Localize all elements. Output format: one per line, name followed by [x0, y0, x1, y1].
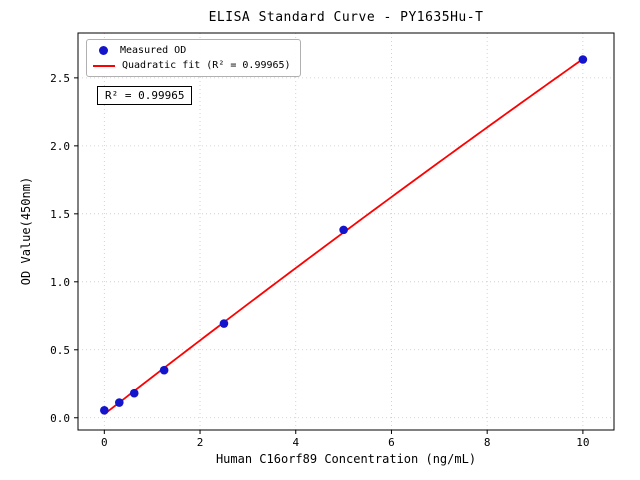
legend-label-quadratic-fit: Quadratic fit (R² = 0.99965): [122, 60, 291, 71]
r-squared-annotation: R² = 0.99965: [97, 86, 193, 105]
measured-od-marker-icon: [99, 46, 108, 55]
svg-text:0.0: 0.0: [50, 412, 70, 425]
legend-label-measured-od: Measured OD: [120, 45, 187, 56]
svg-text:8: 8: [484, 436, 491, 449]
chart-title: ELISA Standard Curve - PY1635Hu-T: [208, 10, 484, 25]
svg-text:2.5: 2.5: [50, 72, 70, 85]
svg-text:1.5: 1.5: [50, 208, 70, 221]
x-axis-label: Human C16orf89 Concentration (ng/mL): [215, 452, 477, 466]
svg-text:10: 10: [576, 436, 589, 449]
svg-text:2: 2: [197, 436, 204, 449]
svg-text:0.5: 0.5: [50, 344, 70, 357]
svg-text:2.0: 2.0: [50, 140, 70, 153]
svg-text:6: 6: [388, 436, 395, 449]
legend: Measured OD Quadratic fit (R² = 0.99965): [86, 39, 301, 77]
legend-item-measured-od: Measured OD: [93, 45, 291, 56]
y-axis-label: OD Value(450nm): [19, 176, 33, 286]
svg-text:0: 0: [101, 436, 108, 449]
legend-item-quadratic-fit: Quadratic fit (R² = 0.99965): [93, 60, 291, 71]
svg-text:4: 4: [292, 436, 299, 449]
svg-text:1.0: 1.0: [50, 276, 70, 289]
quadratic-fit-marker-icon: [93, 64, 115, 67]
